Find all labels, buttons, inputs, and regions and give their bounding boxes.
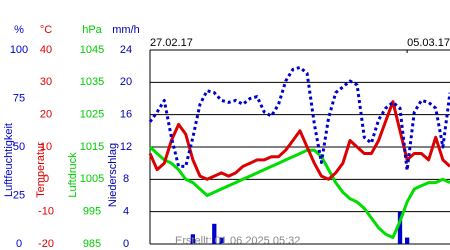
axis-unit: °C bbox=[40, 24, 52, 36]
series-title: Luftdruck bbox=[67, 152, 79, 198]
y-tick-label: 40 bbox=[40, 44, 52, 56]
series-line bbox=[148, 145, 450, 239]
series-title: Niederschlag bbox=[107, 143, 119, 207]
y-tick-label: 30 bbox=[40, 76, 52, 88]
y-tick-label: 50 bbox=[13, 141, 25, 153]
y-tick-label: 1025 bbox=[80, 109, 104, 121]
y-tick-label: 985 bbox=[83, 238, 101, 250]
y-tick-label: 1035 bbox=[80, 76, 104, 88]
y-tick-label: 8 bbox=[123, 173, 129, 185]
y-tick-label: 12 bbox=[120, 141, 132, 153]
y-tick-label: 0 bbox=[16, 238, 22, 250]
y-tick-label: 0 bbox=[123, 238, 129, 250]
y-tick-label: 100 bbox=[10, 44, 28, 56]
footnote: Erstellt: 01.06.2025 05:32 bbox=[175, 235, 300, 247]
y-tick-label: -10 bbox=[38, 206, 54, 218]
series-title: Temperatur bbox=[35, 142, 47, 198]
series-title: Luftfeuchtigkeit bbox=[3, 123, 15, 197]
y-tick-label: 75 bbox=[13, 92, 25, 104]
y-tick-label: 1045 bbox=[80, 44, 104, 56]
y-tick-label: 20 bbox=[40, 109, 52, 121]
series-line bbox=[148, 100, 450, 181]
humidity-dots bbox=[148, 66, 450, 172]
precip-bar bbox=[397, 211, 403, 244]
x-tick-label: 27.02.17 bbox=[150, 37, 193, 49]
y-tick-label: 25 bbox=[13, 189, 25, 201]
y-tick-label: 4 bbox=[123, 206, 129, 218]
precip-bar bbox=[190, 234, 195, 244]
precip-bar bbox=[405, 237, 410, 244]
precip-bar bbox=[212, 223, 217, 244]
y-tick-label: 16 bbox=[120, 109, 132, 121]
y-tick-label: 24 bbox=[120, 44, 132, 56]
axis-unit: % bbox=[14, 24, 24, 36]
y-tick-label: 20 bbox=[120, 76, 132, 88]
axis-unit: hPa bbox=[82, 24, 102, 36]
x-tick-label: 05.03.17 bbox=[407, 37, 450, 49]
precip-bar bbox=[219, 237, 224, 244]
y-tick-label: 10 bbox=[40, 141, 52, 153]
y-tick-label: -20 bbox=[38, 238, 54, 250]
axis-unit: mm/h bbox=[112, 24, 140, 36]
y-tick-label: 0 bbox=[43, 173, 49, 185]
y-tick-label: 1005 bbox=[80, 173, 104, 185]
y-tick-label: 1015 bbox=[80, 141, 104, 153]
y-tick-label: 995 bbox=[83, 206, 101, 218]
